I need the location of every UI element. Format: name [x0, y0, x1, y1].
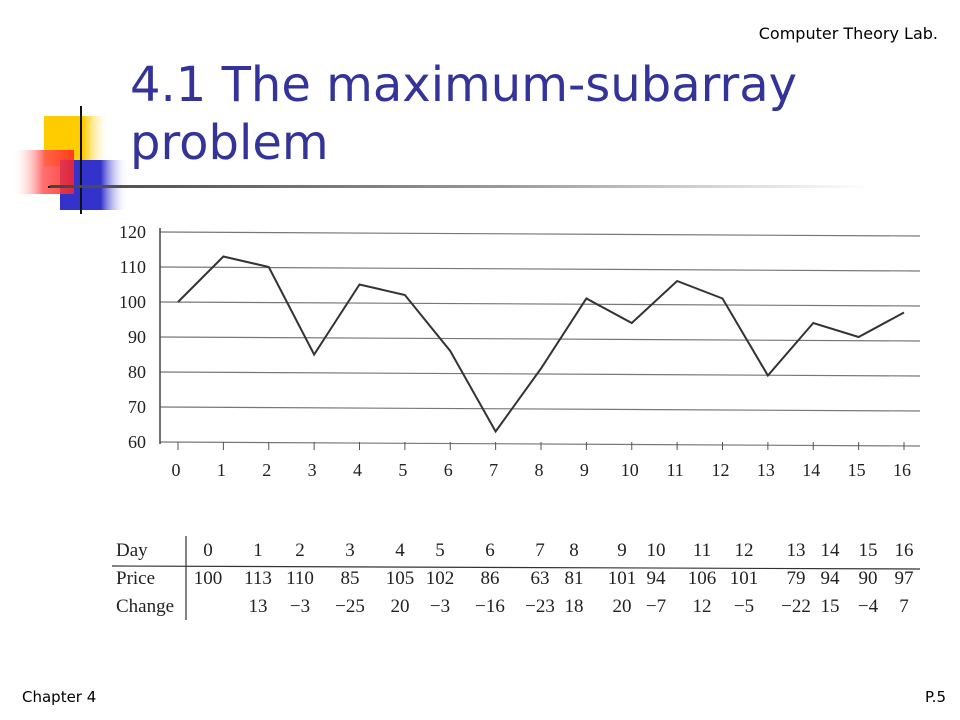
gridline [159, 371, 921, 377]
x-tick-label: 4 [353, 460, 362, 480]
table-price-cell: 105 [386, 568, 415, 589]
table-day-cell: 6 [485, 540, 495, 561]
gridline [159, 231, 921, 237]
table-change-cell: 7 [899, 596, 909, 617]
table-day-cell: 10 [647, 540, 666, 561]
table-day-cell: 1 [253, 540, 263, 561]
x-tick-label: 9 [580, 460, 589, 480]
y-tick-label: 80 [128, 362, 146, 382]
table-price-cell: 90 [859, 568, 878, 589]
x-tick-label: 8 [535, 460, 544, 480]
x-tick-label: 5 [398, 460, 407, 480]
x-tick-label: 15 [848, 460, 866, 480]
table-day-cell: 0 [203, 540, 213, 561]
table-change-cell: −4 [858, 596, 879, 617]
table-change-cell: 15 [821, 596, 840, 617]
table-day-cell: 15 [859, 540, 878, 561]
table-price-cell: 94 [821, 568, 841, 589]
table-price-cell: 101 [608, 568, 637, 589]
table-change-cell: 18 [565, 596, 584, 617]
table-day-cell: 3 [345, 540, 355, 561]
table-change-cell: 13 [249, 596, 268, 617]
table-change-cell: −7 [646, 596, 666, 617]
table-day-cell: 8 [569, 540, 579, 561]
x-tick-label: 3 [308, 460, 317, 480]
table-change-cell: −3 [430, 596, 450, 617]
table-price-cell: 101 [730, 568, 759, 589]
table-day-cell: 13 [787, 540, 806, 561]
price-series-line [177, 255, 905, 434]
x-tick-label: 2 [262, 460, 271, 480]
y-tick-label: 90 [128, 327, 146, 347]
table-day-cell: 11 [693, 540, 711, 561]
x-tick-label: 16 [893, 460, 911, 480]
y-tick-label: 120 [119, 222, 146, 242]
table-day-cell: 4 [395, 540, 405, 561]
slide-title: 4.1 The maximum-subarray problem [130, 57, 798, 171]
x-tick-label: 10 [621, 460, 639, 480]
table-price-cell: 110 [286, 568, 314, 589]
x-tick-label: 6 [444, 460, 453, 480]
table-day-cell: 16 [895, 540, 914, 561]
table-change-cell: −5 [734, 596, 754, 617]
lab-name: Computer Theory Lab. [758, 24, 938, 43]
table-price-cell: 113 [244, 568, 272, 589]
footer-chapter: Chapter 4 [22, 688, 97, 706]
table-price-cell: 85 [341, 568, 360, 589]
y-tick-label: 60 [128, 432, 146, 452]
x-tick-label: 7 [489, 460, 498, 480]
table-day-cell: 7 [535, 540, 545, 561]
gridline [159, 336, 921, 342]
footer-page-number: P.5 [924, 688, 946, 706]
gridline [159, 406, 921, 412]
y-tick-label: 70 [128, 397, 146, 417]
x-tick-label: 0 [172, 460, 181, 480]
table-price-cell: 100 [194, 568, 223, 589]
table-price-cell: 97 [895, 568, 914, 589]
table-change-cell: −22 [781, 596, 811, 617]
gridline [159, 301, 921, 307]
table-change-cell: 20 [391, 596, 410, 617]
table-day-cell: 12 [735, 540, 754, 561]
table-price-cell: 79 [787, 568, 806, 589]
table-price-cell: 63 [531, 568, 550, 589]
table-price-cell: 86 [481, 568, 500, 589]
table-price-cell: 102 [426, 568, 455, 589]
gridline [159, 441, 921, 447]
table-change-cell: −16 [475, 596, 505, 617]
y-tick-label: 100 [119, 292, 146, 312]
table-change-cell: 12 [693, 596, 712, 617]
table-row-header: Price [116, 568, 155, 589]
table-day-cell: 2 [295, 540, 305, 561]
table-change-cell: −23 [525, 596, 555, 617]
table-row-header: Change [116, 596, 174, 617]
table-change-cell: 20 [613, 596, 632, 617]
table-day-cell: 14 [821, 540, 841, 561]
table-rule [111, 565, 921, 570]
table-price-cell: 106 [688, 568, 717, 589]
y-tick-label: 110 [120, 257, 146, 277]
table-price-cell: 94 [647, 568, 667, 589]
x-tick-label: 1 [217, 460, 226, 480]
table-day-cell: 9 [617, 540, 627, 561]
x-tick-label: 11 [666, 460, 683, 480]
title-underline [50, 185, 870, 188]
table-price-cell: 81 [565, 568, 584, 589]
table-row-header: Day [116, 540, 148, 561]
x-tick-label: 12 [712, 460, 730, 480]
table-change-cell: −25 [335, 596, 365, 617]
x-tick-label: 13 [757, 460, 775, 480]
x-tick-label: 14 [802, 460, 820, 480]
gridline [159, 266, 921, 272]
table-change-cell: −3 [290, 596, 310, 617]
table-day-cell: 5 [435, 540, 445, 561]
